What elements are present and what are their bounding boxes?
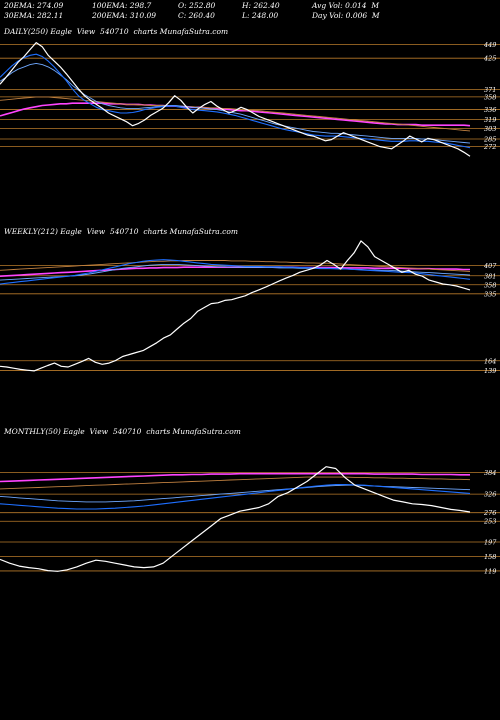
daily-level-label: 285: [483, 136, 496, 144]
monthly-level-label: 158: [484, 553, 496, 561]
weekly-level-label: 358: [484, 281, 496, 289]
weekly-chart-title: WEEKLY(212) Eagle View 540710 charts Mun…: [4, 227, 238, 236]
monthly-chart-title: MONTHLY(50) Eagle View 540710 charts Mun…: [4, 427, 241, 436]
monthly-level-label: 253: [483, 518, 496, 526]
weekly-level-label: 139: [484, 367, 496, 375]
open-value: O: 252.80: [178, 1, 216, 10]
daily-level-label: 319: [484, 116, 496, 124]
daily-ema100-line: [0, 96, 471, 132]
weekly-level-label: 335: [484, 290, 496, 298]
ema20-value: 20EMA: 274.09: [4, 1, 64, 10]
close-value: C: 260.40: [178, 11, 215, 20]
daily-level-label: 425: [483, 55, 496, 63]
weekly-level-label: 381: [484, 272, 496, 280]
low-value: L: 248.00: [242, 11, 279, 20]
daily-price-line: [0, 41, 471, 157]
daily-chart-title: DAILY(250) Eagle View 540710 charts Muna…: [4, 27, 229, 36]
daily-level-label: 336: [484, 106, 496, 114]
monthly-ema30-line: [0, 484, 471, 503]
daily-ema200-line: [0, 102, 471, 127]
ema200-value: 200EMA: 310.09: [92, 11, 157, 20]
ema30-value: 30EMA: 282.11: [4, 11, 64, 20]
monthly-level-label: 197: [484, 539, 497, 547]
weekly-level-label: 164: [484, 357, 496, 365]
daily-level-label: 371: [484, 86, 496, 94]
monthly-ema200-line: [0, 472, 470, 483]
daily-ema20-line: [0, 53, 471, 149]
avg-vol-value: Avg Vol: 0.014 M: [312, 1, 380, 10]
monthly-ema20-line: [0, 483, 471, 510]
monthly-level-label: 119: [484, 567, 496, 575]
daily-level-label: 303: [484, 125, 496, 133]
monthly-level-label: 384: [484, 469, 496, 477]
monthly-level-label: 276: [483, 509, 496, 517]
ema100-value: 100EMA: 298.7: [92, 1, 152, 10]
weekly-ema30-line: [0, 263, 471, 281]
monthly-ema100-line: [0, 476, 471, 490]
weekly-price-line: [0, 240, 471, 372]
monthly-level-label: 326: [484, 491, 496, 499]
high-value: H: 262.40: [242, 1, 280, 10]
daily-ema30-line: [0, 62, 471, 144]
monthly-price-line: [0, 466, 471, 572]
weekly-ema20-line: [0, 259, 471, 285]
daily-level-label: 358: [484, 93, 496, 101]
daily-level-label: 272: [483, 143, 496, 151]
weekly-level-label: 407: [483, 262, 497, 270]
day-vol-value: Day Vol: 0.006 M: [312, 11, 380, 20]
daily-level-label: 449: [483, 41, 496, 49]
